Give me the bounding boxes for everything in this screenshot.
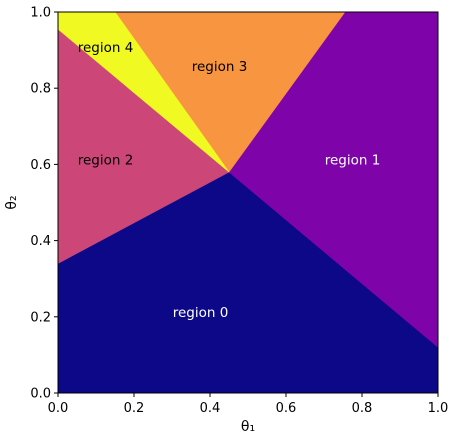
x-tick-label: 0.8	[352, 401, 373, 416]
y-tick-label: 0.0	[30, 387, 51, 402]
region-0-label: region 0	[173, 305, 229, 321]
region-3-label: region 3	[192, 59, 248, 75]
region-2-label: region 2	[78, 153, 134, 169]
region-1-label: region 1	[325, 153, 381, 169]
x-axis-ticks: 0.0 0.2 0.4 0.6 0.8 1.0	[48, 393, 449, 416]
x-tick-label: 0.0	[48, 401, 69, 416]
y-axis-label: θ₂	[4, 195, 20, 209]
y-axis-ticks: 0.0 0.2 0.4 0.6 0.8 1.0	[30, 6, 58, 402]
y-tick-label: 0.8	[30, 82, 51, 97]
y-tick-label: 0.2	[30, 310, 51, 325]
x-tick-label: 1.0	[428, 401, 449, 416]
x-tick-label: 0.4	[200, 401, 221, 416]
region-labels: region 0 region 1 region 2 region 3 region 4	[78, 40, 381, 321]
y-tick-label: 1.0	[30, 6, 51, 21]
y-tick-label: 0.4	[30, 234, 51, 249]
plot-frame	[57, 11, 439, 394]
regions-layer	[57, 11, 439, 394]
x-tick-label: 0.6	[276, 401, 297, 416]
region-4-label: region 4	[78, 40, 134, 56]
x-tick-label: 0.2	[124, 401, 145, 416]
x-axis-label: θ₁	[241, 419, 255, 435]
y-tick-label: 0.6	[30, 158, 51, 173]
